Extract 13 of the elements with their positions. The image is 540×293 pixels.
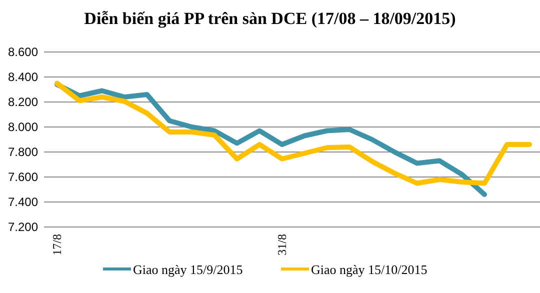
chart-title: Diễn biến giá PP trên sàn DCE (17/08 – 18/09/2015) [84,9,456,28]
y-tick-label: 8.400 [8,70,38,84]
y-tick-label: 7.800 [8,145,38,159]
y-tick-label: 7.600 [8,170,38,184]
y-tick-label: 8.000 [8,120,38,134]
y-tick-label: 8.600 [8,45,38,59]
y-tick-label: 8.200 [8,95,38,109]
y-tick-label: 7.200 [8,220,38,234]
x-tick-label: 31/8 [275,234,289,256]
x-tick-label: 17/8 [50,234,64,256]
legend-label: Giao ngày 15/9/2015 [133,262,243,277]
y-tick-label: 7.400 [8,195,38,209]
legend-label: Giao ngày 15/10/2015 [311,262,428,277]
